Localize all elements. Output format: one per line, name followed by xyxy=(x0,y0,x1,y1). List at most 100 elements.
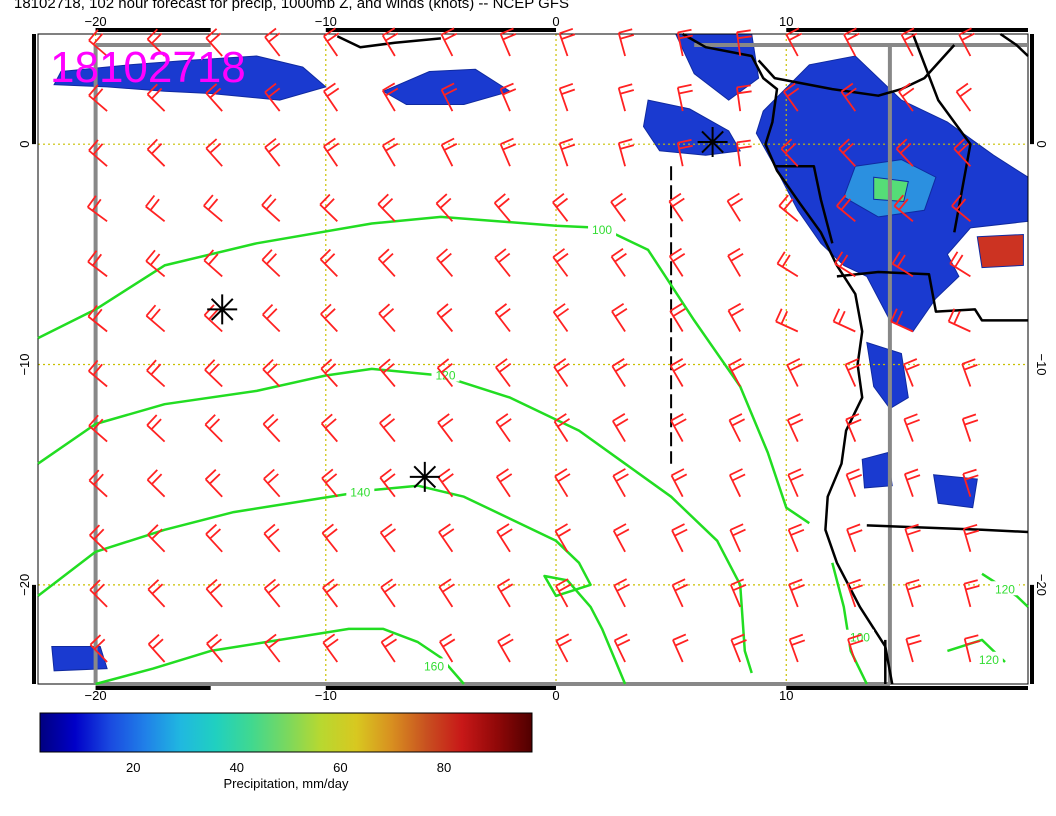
axis-labels: −20 −10 0 10−20 −10 0 100−10−200−10−20 xyxy=(17,14,1049,703)
wind-barb xyxy=(320,358,338,388)
wind-barb xyxy=(834,251,856,278)
axis-label-bottom: 10 xyxy=(779,688,793,703)
wind-barb xyxy=(963,634,980,663)
wind-barb xyxy=(378,303,396,333)
axis-label-right: −20 xyxy=(1034,574,1049,596)
wind-barb xyxy=(617,138,635,167)
wind-barb xyxy=(323,82,340,112)
contour-label-bg xyxy=(845,629,874,644)
wind-barb xyxy=(380,633,397,663)
wind-barb xyxy=(958,27,975,57)
contour-label: 160 xyxy=(424,659,444,673)
wind-barb xyxy=(436,358,454,388)
wind-barb xyxy=(205,83,223,112)
precip-area xyxy=(51,646,108,672)
colorbar-ramp xyxy=(39,712,533,753)
wind-barb xyxy=(840,82,857,112)
wind-barb xyxy=(321,523,339,553)
wind-barb xyxy=(728,468,746,498)
wind-barb xyxy=(323,27,340,57)
wind-barb xyxy=(205,523,223,553)
contour-line xyxy=(981,572,1029,608)
wind-barb xyxy=(778,194,799,222)
wind-barb xyxy=(668,247,686,277)
wind-barb xyxy=(729,578,747,608)
contour-label-bg xyxy=(346,484,375,499)
map-frame xyxy=(32,28,1034,690)
contour-label: 120 xyxy=(979,653,999,667)
wind-barb xyxy=(88,469,108,498)
wind-barb xyxy=(893,194,914,222)
wind-barb xyxy=(319,193,338,222)
axis-label-left: −10 xyxy=(17,353,32,375)
wind-barb xyxy=(87,250,108,278)
wind-barb xyxy=(552,248,569,277)
wind-barb xyxy=(904,578,922,608)
wind-barb xyxy=(903,468,921,498)
wind-barb xyxy=(554,468,571,498)
wind-barb xyxy=(379,468,396,498)
wind-barb xyxy=(203,249,223,278)
wind-barb xyxy=(898,82,915,112)
wind-barb xyxy=(495,413,512,443)
wind-barb xyxy=(726,192,744,222)
coastline xyxy=(757,44,956,97)
wind-barb xyxy=(377,193,396,222)
wind-barb xyxy=(786,413,804,442)
colorbar-tick-label: 20 xyxy=(126,760,140,775)
coastlines xyxy=(336,32,1029,685)
map-title: 18102718, 102 hour forecast for precip, … xyxy=(14,0,569,12)
wind-barb xyxy=(736,84,752,112)
wind-barb xyxy=(845,413,862,442)
wind-barb xyxy=(89,634,108,663)
date-stamp: 18102718 xyxy=(50,43,246,92)
wind-barb xyxy=(671,523,688,553)
wind-barb xyxy=(147,634,166,663)
wind-barb xyxy=(955,82,972,112)
contour-label-bg xyxy=(431,367,460,382)
coastline xyxy=(866,524,1029,534)
precip-area xyxy=(642,99,742,156)
wind-barb xyxy=(262,413,281,443)
wind-barb xyxy=(728,413,746,443)
wind-barb xyxy=(613,633,631,663)
wind-barb xyxy=(612,413,629,443)
wind-barb xyxy=(962,468,979,497)
axis-label-left: −20 xyxy=(17,574,32,596)
wind-barb xyxy=(435,193,454,222)
wind-barb xyxy=(88,139,108,167)
contour-label: 120 xyxy=(995,582,1015,596)
contour-line xyxy=(95,627,465,686)
wind-barb xyxy=(736,29,752,57)
wind-barb xyxy=(320,303,338,333)
wind-barb xyxy=(206,633,223,663)
wind-barb xyxy=(204,469,223,498)
wind-barb xyxy=(903,358,920,387)
axis-label-bottom: −10 xyxy=(315,688,337,703)
wind-barb xyxy=(380,578,397,608)
wind-barb xyxy=(947,308,971,333)
wind-barb xyxy=(727,302,745,332)
wind-barb xyxy=(495,468,513,498)
wind-barb xyxy=(612,523,630,553)
wind-barb xyxy=(672,633,689,663)
wind-barb xyxy=(322,578,339,608)
wind-barb xyxy=(558,82,576,112)
wind-barb xyxy=(381,82,399,112)
axis-label-right: 0 xyxy=(1034,141,1049,148)
wind-barb xyxy=(617,28,635,57)
wind-barb xyxy=(88,29,108,57)
wind-barb xyxy=(552,303,570,333)
wind-barb xyxy=(145,249,166,278)
wind-barbs xyxy=(86,27,980,663)
wind-barb xyxy=(146,469,166,498)
wind-barb xyxy=(669,358,687,387)
precip-area xyxy=(866,341,909,410)
wind-barb xyxy=(88,414,108,443)
axis-label-top: −20 xyxy=(85,14,107,29)
wind-barb xyxy=(776,251,799,278)
colorbar-title: Precipitation, mm/day xyxy=(223,776,349,791)
contour-label: 120 xyxy=(435,369,455,383)
wind-barb xyxy=(611,358,628,387)
wind-barb xyxy=(951,194,971,222)
